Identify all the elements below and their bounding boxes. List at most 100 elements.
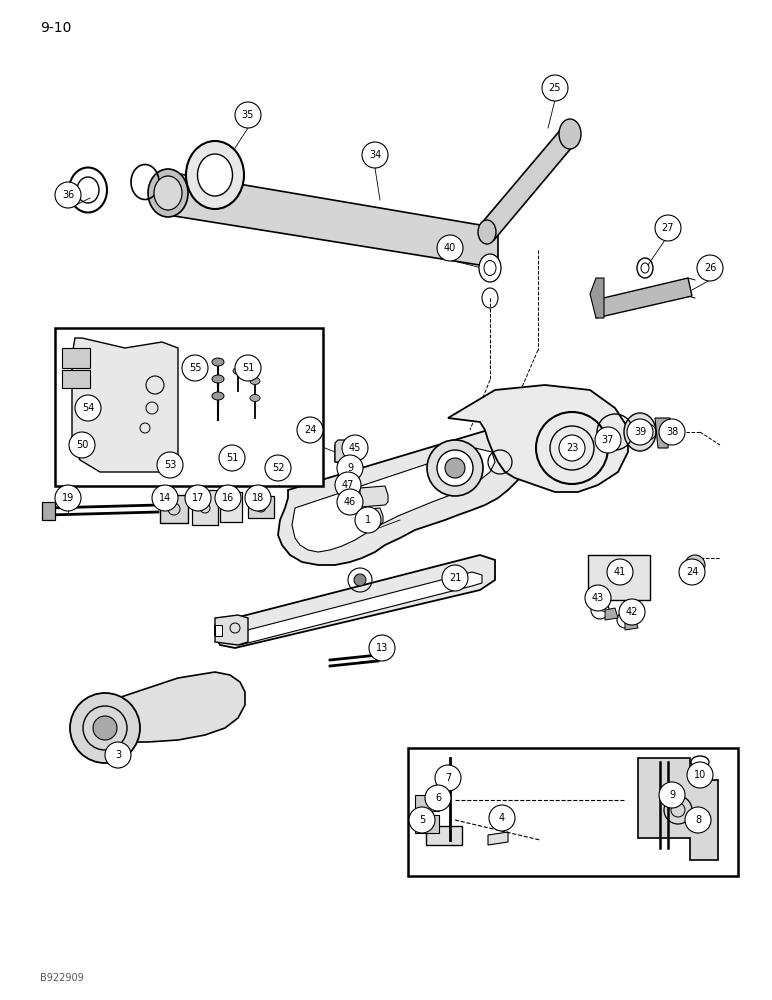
- Circle shape: [585, 585, 611, 611]
- Text: 18: 18: [252, 493, 264, 503]
- Polygon shape: [480, 128, 578, 240]
- Text: 34: 34: [369, 150, 381, 160]
- Text: 27: 27: [662, 223, 674, 233]
- Polygon shape: [215, 615, 248, 645]
- Text: 51: 51: [226, 453, 239, 463]
- Ellipse shape: [198, 154, 232, 196]
- Polygon shape: [168, 172, 498, 268]
- Polygon shape: [220, 492, 242, 522]
- FancyBboxPatch shape: [160, 495, 188, 523]
- Text: 14: 14: [159, 493, 171, 503]
- Text: 9: 9: [347, 463, 353, 473]
- Circle shape: [182, 355, 208, 381]
- Text: 26: 26: [704, 263, 716, 273]
- Circle shape: [70, 693, 140, 763]
- Text: 8: 8: [695, 815, 701, 825]
- Polygon shape: [230, 572, 482, 645]
- Circle shape: [362, 142, 388, 168]
- Circle shape: [265, 455, 291, 481]
- Text: 24: 24: [304, 425, 317, 435]
- Ellipse shape: [212, 375, 224, 383]
- Polygon shape: [655, 418, 670, 448]
- Text: 25: 25: [549, 83, 561, 93]
- Circle shape: [619, 599, 645, 625]
- Polygon shape: [105, 672, 245, 742]
- Polygon shape: [360, 486, 388, 507]
- Polygon shape: [335, 440, 345, 462]
- Text: 16: 16: [222, 493, 234, 503]
- Polygon shape: [588, 555, 650, 600]
- Circle shape: [245, 485, 271, 511]
- Text: 35: 35: [242, 110, 254, 120]
- Circle shape: [659, 419, 685, 445]
- Circle shape: [687, 762, 713, 788]
- Text: 24: 24: [686, 567, 698, 577]
- Circle shape: [559, 435, 585, 461]
- Polygon shape: [358, 508, 383, 527]
- Circle shape: [235, 102, 261, 128]
- FancyBboxPatch shape: [248, 496, 274, 518]
- Text: B922909: B922909: [40, 973, 83, 983]
- Ellipse shape: [186, 141, 244, 209]
- Text: 54: 54: [82, 403, 94, 413]
- Circle shape: [560, 436, 584, 460]
- Polygon shape: [590, 278, 604, 318]
- FancyBboxPatch shape: [62, 348, 90, 368]
- Text: 17: 17: [191, 493, 204, 503]
- Ellipse shape: [250, 377, 260, 384]
- Circle shape: [215, 485, 241, 511]
- Circle shape: [152, 485, 178, 511]
- Circle shape: [185, 485, 211, 511]
- Circle shape: [655, 215, 681, 241]
- Circle shape: [342, 435, 368, 461]
- Circle shape: [355, 507, 381, 533]
- Polygon shape: [638, 758, 718, 860]
- Circle shape: [442, 565, 468, 591]
- Text: 42: 42: [626, 607, 638, 617]
- Text: 52: 52: [272, 463, 284, 473]
- Circle shape: [55, 485, 81, 511]
- Circle shape: [427, 440, 483, 496]
- Circle shape: [93, 716, 117, 740]
- Text: 47: 47: [342, 480, 354, 490]
- Polygon shape: [215, 625, 222, 636]
- Circle shape: [542, 75, 568, 101]
- Circle shape: [685, 555, 705, 575]
- Circle shape: [105, 742, 131, 768]
- FancyBboxPatch shape: [62, 370, 90, 388]
- Circle shape: [235, 355, 261, 381]
- Circle shape: [337, 455, 363, 481]
- Text: 5: 5: [419, 815, 425, 825]
- Circle shape: [409, 807, 435, 833]
- Text: 53: 53: [164, 460, 176, 470]
- Circle shape: [55, 182, 81, 208]
- Text: 38: 38: [666, 427, 678, 437]
- Ellipse shape: [348, 467, 356, 477]
- Circle shape: [697, 255, 723, 281]
- Circle shape: [437, 235, 463, 261]
- Circle shape: [219, 445, 245, 471]
- Circle shape: [445, 458, 465, 478]
- Circle shape: [335, 472, 361, 498]
- Polygon shape: [448, 385, 628, 492]
- Polygon shape: [215, 555, 495, 648]
- Text: 13: 13: [376, 643, 388, 653]
- Polygon shape: [335, 443, 360, 462]
- Ellipse shape: [484, 260, 496, 275]
- Text: 43: 43: [592, 593, 604, 603]
- Circle shape: [69, 432, 95, 458]
- Circle shape: [489, 805, 515, 831]
- Text: 41: 41: [614, 567, 626, 577]
- Polygon shape: [605, 608, 618, 620]
- Circle shape: [685, 807, 711, 833]
- FancyBboxPatch shape: [415, 795, 439, 811]
- Ellipse shape: [624, 413, 656, 451]
- Text: 36: 36: [62, 190, 74, 200]
- FancyBboxPatch shape: [55, 328, 323, 486]
- Ellipse shape: [233, 367, 243, 374]
- Polygon shape: [595, 278, 692, 318]
- Text: 9: 9: [669, 790, 675, 800]
- Ellipse shape: [250, 394, 260, 401]
- Circle shape: [369, 635, 395, 661]
- Text: 40: 40: [444, 243, 456, 253]
